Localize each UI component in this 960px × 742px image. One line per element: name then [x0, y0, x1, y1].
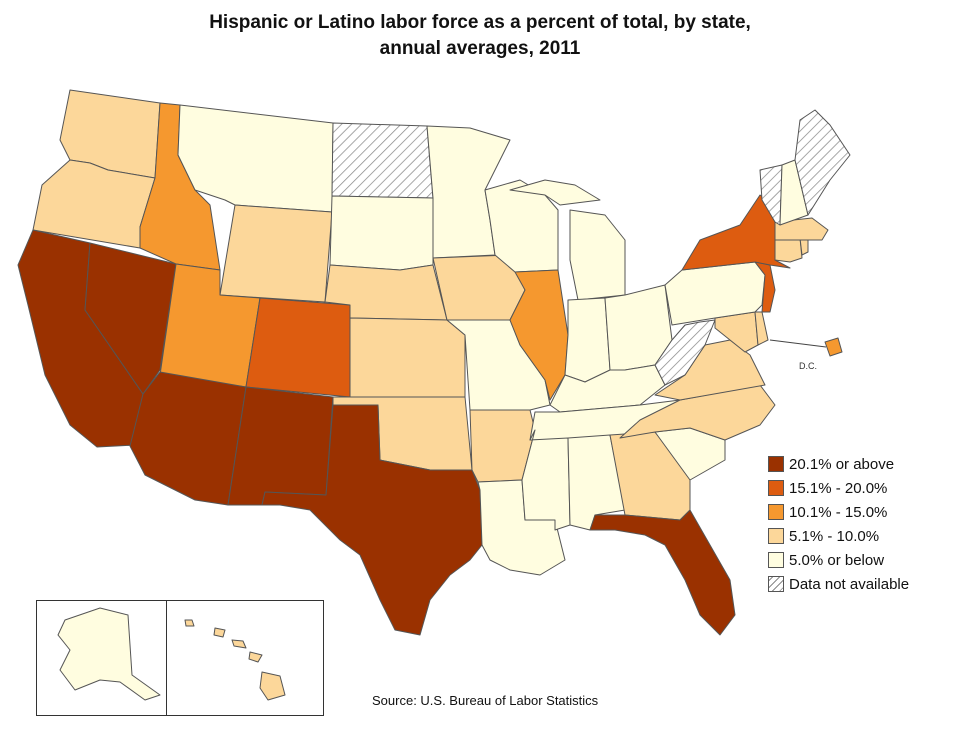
- legend: 20.1% or above 15.1% - 20.0% 10.1% - 15.…: [768, 452, 909, 596]
- state-KS: [349, 317, 466, 398]
- legend-item-5-10: 5.1% - 10.0%: [768, 524, 909, 548]
- legend-item-na: Data not available: [768, 572, 909, 596]
- state-AZ: [129, 371, 247, 506]
- legend-item-0-5: 5.0% or below: [768, 548, 909, 572]
- state-CO: [245, 297, 351, 398]
- state-IL: [509, 269, 569, 401]
- dc-label: D.C.: [799, 361, 817, 371]
- legend-label-0-5: 5.0% or below: [789, 551, 885, 569]
- state-IN: [564, 297, 611, 383]
- state-ND: [331, 122, 434, 199]
- legend-swatch-5-10: [768, 528, 784, 544]
- state-WY: [219, 204, 333, 303]
- legend-label-5-10: 5.1% - 10.0%: [789, 527, 880, 545]
- legend-item-15-20: 15.1% - 20.0%: [768, 476, 909, 500]
- state-VT: [759, 164, 783, 226]
- legend-item-10-15: 10.1% - 15.0%: [768, 500, 909, 524]
- legend-swatch-10-15: [768, 504, 784, 520]
- state-NM: [227, 386, 334, 506]
- inset-divider: [166, 600, 167, 716]
- dc-leader-line: [769, 339, 827, 348]
- map-title-line-1: Hispanic or Latino labor force as a perc…: [209, 12, 751, 33]
- legend-label-15-20: 15.1% - 20.0%: [789, 479, 888, 497]
- state-NV: [84, 242, 177, 395]
- state-SD: [329, 195, 434, 271]
- legend-label-20plus: 20.1% or above: [789, 455, 895, 473]
- state-RI: [799, 237, 809, 256]
- legend-swatch-na: [768, 576, 784, 592]
- state-TX: [261, 404, 483, 636]
- state-FL: [589, 509, 736, 636]
- legend-label-na: Data not available: [789, 575, 910, 593]
- legend-swatch-15-20: [768, 480, 784, 496]
- legend-swatch-20plus: [768, 456, 784, 472]
- state-MA: [774, 217, 829, 241]
- state-ME: [794, 109, 851, 216]
- state-HI: [184, 619, 286, 701]
- legend-label-10-15: 10.1% - 15.0%: [789, 503, 888, 521]
- map-title-line-2: annual averages, 2011: [379, 38, 581, 59]
- state-DC: [824, 337, 843, 357]
- legend-swatch-0-5: [768, 552, 784, 568]
- alaska-hawaii-inset-frame: [36, 600, 324, 716]
- source-note: Source: U.S. Bureau of Labor Statistics: [372, 693, 599, 708]
- legend-item-20plus: 20.1% or above: [768, 452, 909, 476]
- map-title: Hispanic or Latino labor force as a perc…: [0, 10, 960, 62]
- state-CT: [774, 237, 803, 263]
- state-AK: [57, 607, 161, 701]
- state-DE: [754, 311, 769, 346]
